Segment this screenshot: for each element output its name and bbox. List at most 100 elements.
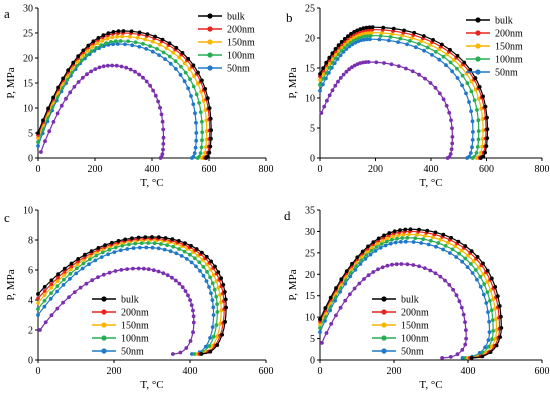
data-point: [428, 42, 433, 47]
data-point: [498, 335, 502, 339]
data-point: [499, 326, 504, 330]
data-point: [137, 30, 142, 35]
data-point: [205, 270, 209, 274]
data-point: [333, 56, 337, 61]
data-point: [188, 252, 192, 257]
data-point: [476, 118, 481, 123]
data-point: [42, 289, 47, 293]
data-point: [465, 265, 470, 269]
y-tick-label: 6: [28, 266, 33, 277]
data-point: [191, 63, 196, 68]
data-point: [469, 109, 473, 114]
data-point: [137, 72, 142, 77]
data-point: [473, 268, 478, 272]
data-point: [321, 82, 325, 87]
data-point: [186, 293, 190, 298]
data-point: [448, 152, 453, 156]
data-point: [194, 247, 199, 251]
data-point: [61, 300, 65, 305]
data-point: [144, 47, 149, 51]
data-point: [93, 258, 98, 263]
data-point: [478, 284, 483, 289]
data-point: [146, 241, 151, 245]
data-point: [387, 38, 391, 43]
data-point: [440, 42, 444, 47]
data-point: [391, 234, 395, 239]
data-point: [42, 298, 47, 303]
data-point: [499, 314, 503, 319]
data-point: [394, 262, 399, 267]
data-point: [318, 88, 322, 93]
data-point: [197, 260, 202, 265]
panel-label: b: [286, 10, 293, 25]
data-point: [209, 259, 214, 264]
data-point: [64, 96, 68, 101]
data-point: [471, 130, 475, 134]
data-point: [218, 293, 222, 297]
data-point: [352, 63, 357, 68]
data-point: [115, 42, 120, 46]
y-tick-label: 10: [305, 94, 315, 105]
data-point: [428, 268, 433, 273]
data-point: [384, 239, 389, 244]
data-point: [148, 83, 153, 88]
y-tick-label: 10: [23, 206, 33, 217]
data-point: [490, 318, 495, 323]
data-point: [476, 129, 481, 134]
data-point: [211, 313, 216, 317]
data-point: [450, 247, 455, 252]
data-point: [192, 352, 197, 356]
data-point: [145, 32, 150, 36]
data-point: [118, 248, 123, 253]
data-point: [422, 34, 426, 38]
data-point: [42, 304, 47, 309]
data-point: [347, 67, 351, 72]
legend-swatch-marker: [475, 56, 481, 62]
data-point: [198, 110, 203, 114]
legend-label: bulk: [401, 295, 419, 306]
y-axis-label: P, MPa: [5, 67, 17, 98]
data-point: [150, 235, 154, 239]
data-point: [368, 37, 372, 42]
data-point: [195, 156, 200, 160]
data-point: [403, 239, 408, 244]
legend-swatch-marker: [207, 26, 213, 32]
data-point: [200, 156, 204, 160]
data-point: [155, 47, 159, 51]
y-tick-label: 25: [305, 248, 315, 259]
data-point: [36, 292, 40, 296]
data-point: [407, 39, 412, 43]
data-point: [103, 243, 107, 248]
data-point: [486, 344, 491, 349]
data-point: [192, 151, 197, 156]
data-point: [464, 91, 468, 96]
data-point: [445, 156, 450, 160]
data-point: [389, 62, 394, 67]
x-tick-label: 400: [461, 366, 476, 377]
data-point: [223, 320, 228, 324]
series-line-150nm: [319, 32, 484, 159]
data-point: [375, 241, 380, 246]
data-point: [119, 268, 124, 272]
data-point: [444, 103, 449, 108]
series-line-200nm: [37, 237, 225, 355]
data-point: [180, 51, 185, 55]
data-point: [392, 229, 397, 234]
data-point: [406, 232, 411, 237]
data-point: [405, 236, 410, 240]
data-point: [362, 34, 367, 38]
data-point: [450, 135, 455, 139]
data-point: [120, 243, 125, 248]
data-point: [200, 119, 204, 124]
data-point: [201, 265, 206, 269]
data-point: [483, 345, 487, 350]
data-point: [76, 80, 81, 84]
data-point: [191, 102, 196, 107]
data-point: [208, 336, 213, 340]
data-point: [189, 303, 194, 307]
data-point: [150, 39, 155, 44]
data-point: [350, 261, 354, 266]
data-point: [183, 289, 188, 293]
data-point: [157, 42, 162, 47]
data-point: [210, 298, 215, 302]
